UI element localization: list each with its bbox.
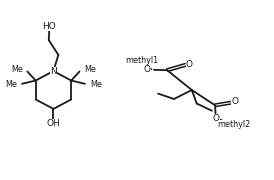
Text: O: O (185, 60, 193, 69)
Text: methyl2: methyl2 (218, 120, 251, 129)
Text: HO: HO (42, 22, 56, 31)
Text: methyl1: methyl1 (125, 56, 158, 65)
Text: O: O (213, 114, 220, 123)
Text: Me: Me (90, 80, 102, 89)
Text: O: O (144, 65, 151, 74)
Text: OH: OH (47, 119, 60, 128)
Text: Me: Me (5, 80, 17, 89)
Text: N: N (50, 67, 57, 76)
Text: Me: Me (84, 65, 96, 74)
Text: O: O (231, 97, 238, 106)
Text: Me: Me (11, 65, 23, 74)
